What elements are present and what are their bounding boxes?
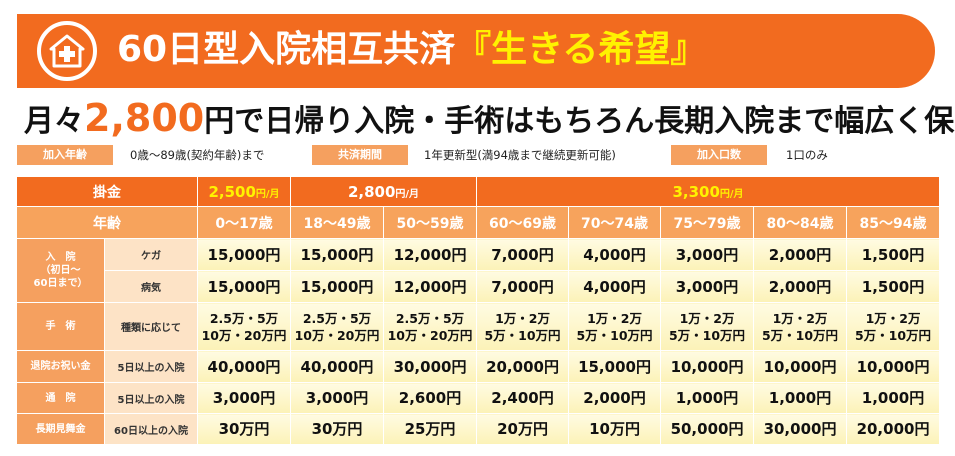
surgery-value: 1万・2万 5万・10万円 <box>660 302 755 351</box>
injury-value: 15,000円 <box>197 238 291 271</box>
injury-value: 4,000円 <box>568 238 662 271</box>
surgery-value: 1万・2万 5万・10万円 <box>753 302 848 351</box>
info-value-period: 1年更新型(満94歳まで継続更新可能) <box>424 148 616 162</box>
headline-price: 2,800 <box>84 96 205 140</box>
longterm-value: 30万円 <box>290 413 384 445</box>
surgery-value: 2.5万・5万 10万・20万円 <box>290 302 384 351</box>
outpatient-label: 通 院 <box>16 382 105 414</box>
age-row: 年齢 0～17歳 18～49歳 50～59歳 60～69歳 70～74歳 75～… <box>16 206 941 239</box>
outpatient-value: 2,600円 <box>382 382 478 414</box>
illness-value: 3,000円 <box>660 270 755 303</box>
title-banner: 60日型入院相互共済『生きる希望』 <box>17 14 935 88</box>
longterm-value: 50,000円 <box>660 413 755 445</box>
surgery-value: 1万・2万 5万・10万円 <box>846 302 941 351</box>
illness-value: 1,500円 <box>846 270 941 303</box>
page-title: 60日型入院相互共済『生きる希望』 <box>117 26 706 74</box>
info-label-units: 加入口数 <box>671 145 767 165</box>
discharge-sub: 5日以上の入院 <box>104 350 198 383</box>
table-row: 入 院（初日～ 60日まで） ケガ 15,000円 15,000円 12,000円… <box>16 238 941 303</box>
longterm-value: 30万円 <box>197 413 291 445</box>
discharge-value: 10,000円 <box>660 350 755 383</box>
illness-value: 2,000円 <box>753 270 848 303</box>
info-label-age: 加入年齢 <box>17 145 113 165</box>
longterm-value: 20万円 <box>476 413 570 445</box>
outpatient-sub: 5日以上の入院 <box>104 382 198 414</box>
injury-value: 7,000円 <box>476 238 570 271</box>
longterm-value: 30,000円 <box>753 413 848 445</box>
benefit-table: 掛金 2,500円/月 2,800円/月 3,300円/月 年齢 0～17歳 1… <box>16 176 941 445</box>
discharge-value: 10,000円 <box>846 350 941 383</box>
outpatient-value: 2,000円 <box>568 382 662 414</box>
illness-value: 15,000円 <box>290 270 384 303</box>
outpatient-value: 3,000円 <box>197 382 291 414</box>
table-row: 病気 15,000円 15,000円 12,000円 7,000円 4,000円… <box>17 270 941 303</box>
age-header: 85～94歳 <box>846 206 941 239</box>
surgery-label: 手 術 <box>16 302 105 351</box>
table-row: 長期見舞金 60日以上の入院 30万円 30万円 25万円 20万円 10万円 … <box>16 413 941 445</box>
age-header: 75～79歳 <box>660 206 755 239</box>
age-header: 80～84歳 <box>753 206 848 239</box>
age-label: 年齢 <box>16 206 198 239</box>
premium-cell: 2,800円/月 <box>289 176 478 207</box>
premium-cell: 2,500円/月 <box>197 176 291 207</box>
injury-value: 2,000円 <box>753 238 848 271</box>
premium-row: 掛金 2,500円/月 2,800円/月 3,300円/月 <box>16 176 941 207</box>
longterm-value: 25万円 <box>382 413 478 445</box>
longterm-label: 長期見舞金 <box>16 413 105 445</box>
illness-label: 病気 <box>104 270 198 303</box>
age-header: 50～59歳 <box>382 206 478 239</box>
outpatient-value: 1,000円 <box>660 382 755 414</box>
longterm-sub: 60日以上の入院 <box>104 413 198 445</box>
age-header: 60～69歳 <box>476 206 570 239</box>
outpatient-value: 3,000円 <box>290 382 384 414</box>
outpatient-value: 1,000円 <box>753 382 848 414</box>
age-header: 18～49歳 <box>290 206 384 239</box>
injury-value: 15,000円 <box>290 238 384 271</box>
illness-value: 7,000円 <box>476 270 570 303</box>
info-value-age: 0歳～89歳(契約年齢)まで <box>130 148 265 162</box>
info-value-units: 1口のみ <box>786 148 828 162</box>
outpatient-value: 1,000円 <box>846 382 941 414</box>
outpatient-value: 2,400円 <box>476 382 570 414</box>
discharge-value: 15,000円 <box>568 350 662 383</box>
injury-value: 1,500円 <box>846 238 941 271</box>
hospital-label: 入 院（初日～ 60日まで） <box>16 238 105 303</box>
discharge-value: 40,000円 <box>290 350 384 383</box>
table-row: 手 術 種類に応じて 2.5万・5万 10万・20万円 2.5万・5万 10万・20… <box>16 302 941 351</box>
title-main: 60日型入院相互共済 <box>117 29 456 70</box>
injury-label: ケガ <box>104 238 198 271</box>
longterm-value: 10万円 <box>568 413 662 445</box>
discharge-value: 10,000円 <box>753 350 848 383</box>
age-header: 70～74歳 <box>568 206 662 239</box>
table-row: 通 院 5日以上の入院 3,000円 3,000円 2,600円 2,400円 … <box>16 382 941 414</box>
surgery-value: 2.5万・5万 10万・20万円 <box>382 302 478 351</box>
surgery-value: 1万・2万 5万・10万円 <box>476 302 570 351</box>
discharge-label: 退院お祝い金 <box>16 350 105 383</box>
table-row: 退院お祝い金 5日以上の入院 40,000円 40,000円 30,000円 2… <box>16 350 941 383</box>
premium-cell: 3,300円/月 <box>476 176 941 207</box>
injury-value: 12,000円 <box>382 238 478 271</box>
title-accent: 『生きる希望』 <box>455 29 707 70</box>
discharge-value: 30,000円 <box>382 350 478 383</box>
discharge-value: 20,000円 <box>476 350 570 383</box>
surgery-value: 2.5万・5万 10万・20万円 <box>197 302 291 351</box>
hospital-cross-icon <box>37 21 97 81</box>
surgery-sub: 種類に応じて <box>104 302 198 351</box>
headline-pre: 月々 <box>24 104 84 139</box>
headline-post: 円で日帰り入院・手術はもちろん長期入院まで幅広く保障 <box>204 104 955 139</box>
injury-value: 3,000円 <box>660 238 755 271</box>
illness-value: 15,000円 <box>197 270 291 303</box>
discharge-value: 40,000円 <box>197 350 291 383</box>
info-label-period: 共済期間 <box>312 145 408 165</box>
illness-value: 12,000円 <box>382 270 478 303</box>
illness-value: 4,000円 <box>568 270 662 303</box>
headline: 月々2,800円で日帰り入院・手術はもちろん長期入院まで幅広く保障 <box>24 98 955 142</box>
longterm-value: 20,000円 <box>846 413 941 445</box>
surgery-value: 1万・2万 5万・10万円 <box>568 302 662 351</box>
premium-label: 掛金 <box>16 176 198 207</box>
age-header: 0～17歳 <box>197 206 291 239</box>
